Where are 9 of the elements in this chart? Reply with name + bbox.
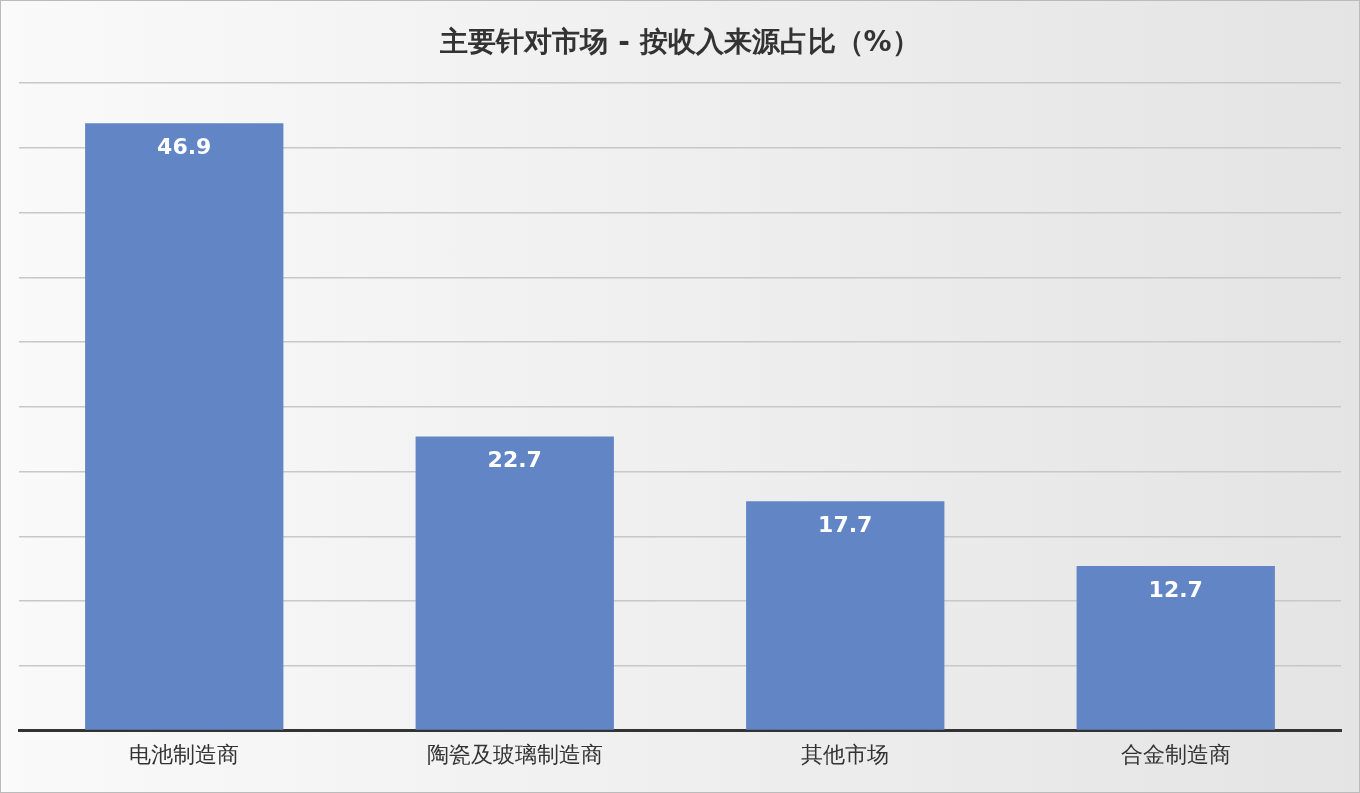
data-label: 17.7 — [818, 512, 873, 538]
x-tick-label: 电池制造商 — [129, 741, 240, 767]
chart-title: 主要针对市场 - 按收入来源占比（%） — [439, 24, 921, 60]
data-label: 12.7 — [1148, 576, 1203, 602]
data-label: 22.7 — [487, 447, 542, 473]
data-label: 46.9 — [157, 133, 212, 159]
x-tick-label: 其他市场 — [801, 741, 890, 767]
x-tick-label: 合金制造商 — [1120, 741, 1231, 767]
x-tick-label: 陶瓷及玻璃制造商 — [426, 741, 603, 767]
